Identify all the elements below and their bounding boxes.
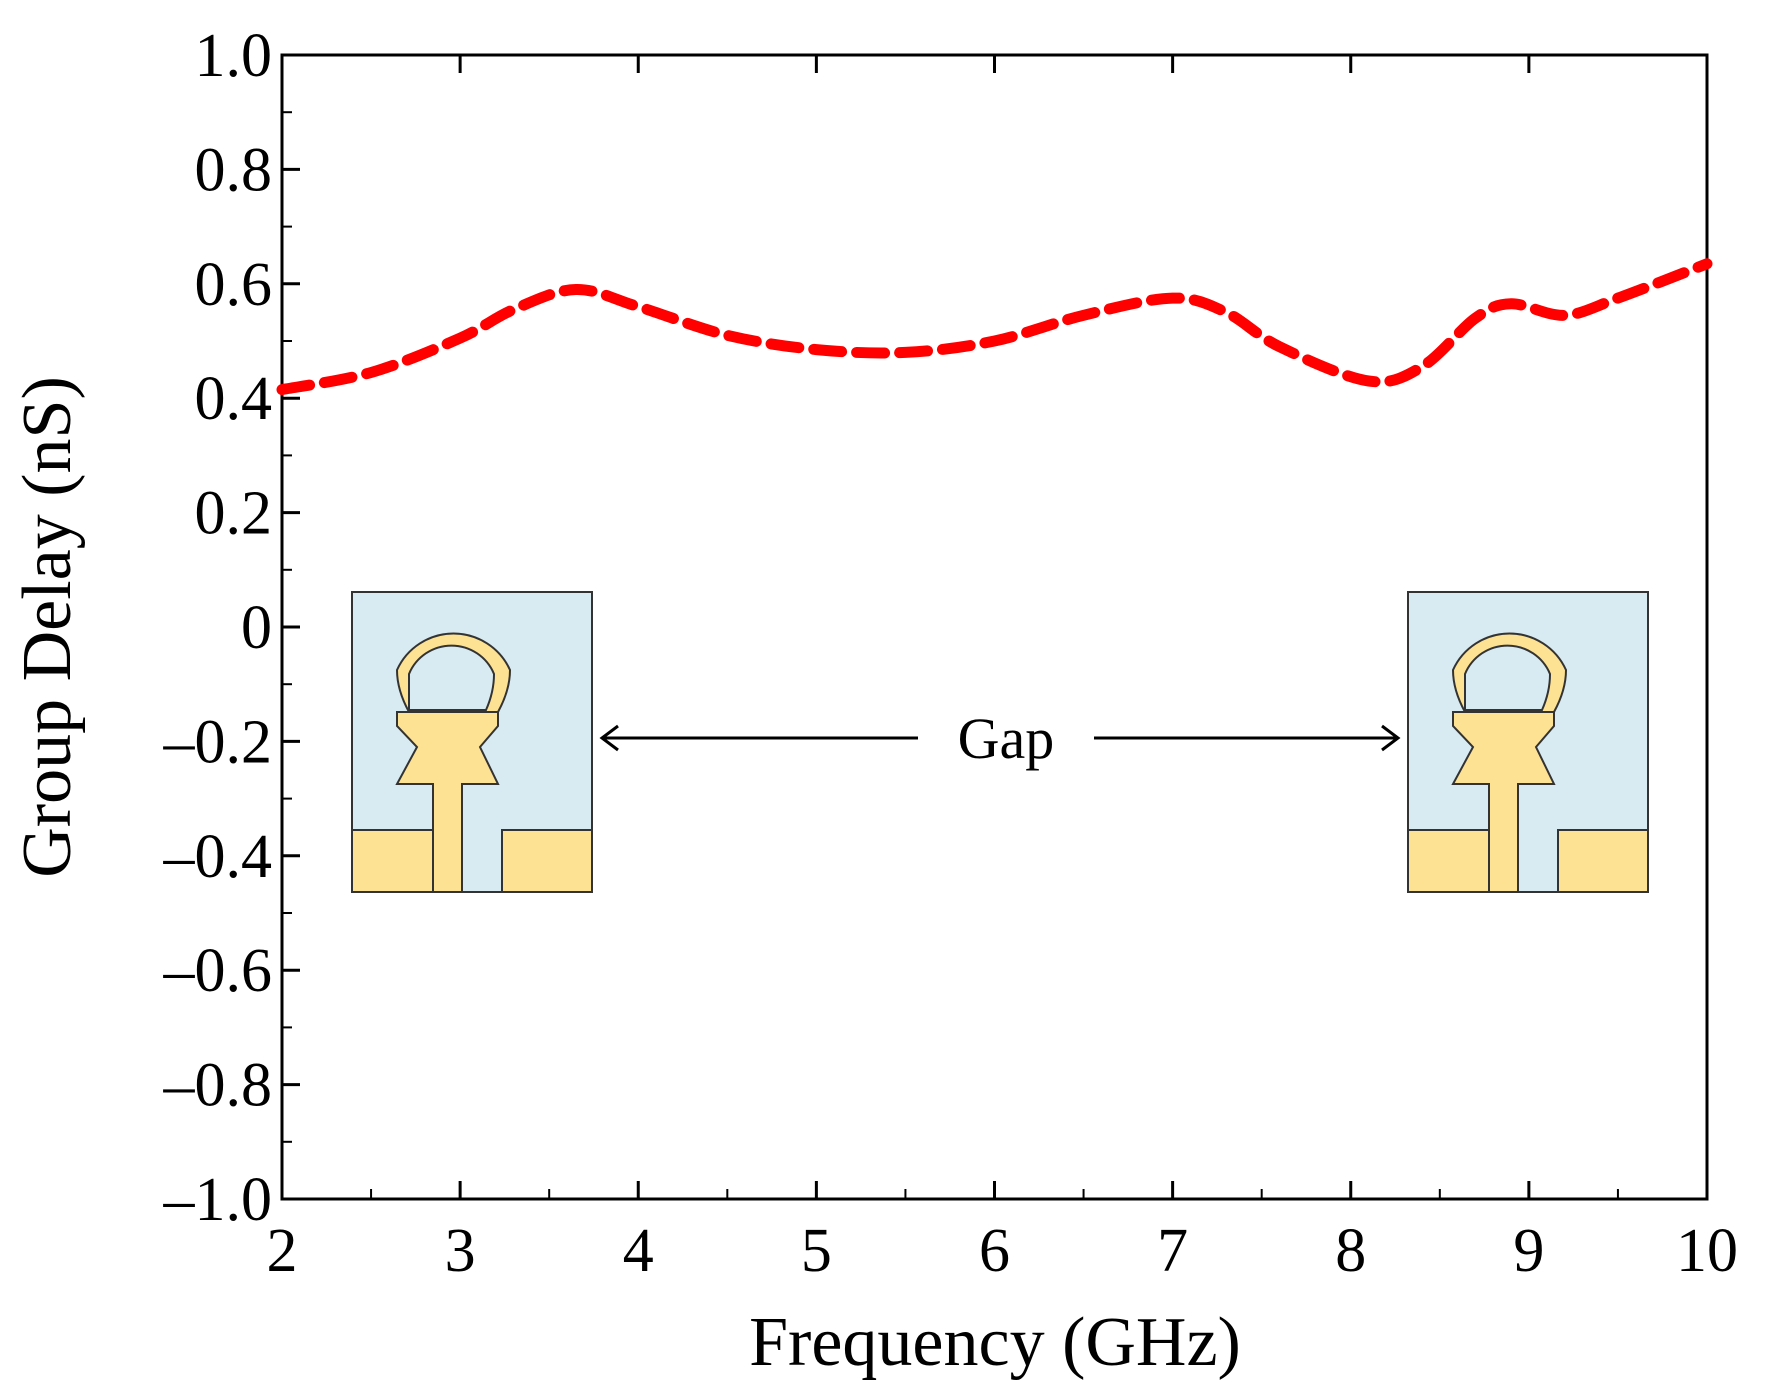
y-tick-label: 0.2 [195,480,273,548]
x-tick-label: 10 [1676,1217,1738,1285]
antenna-slot [408,644,496,711]
plot-frame [280,53,1709,1201]
y-axis-title: Group Delay (nS) [9,376,86,878]
gap-annotation: Gap [599,706,1401,771]
x-tick-label: 9 [1513,1217,1544,1285]
antenna-inset-left [351,591,593,893]
antenna-ground-right [1557,829,1649,893]
gap-label: Gap [958,706,1055,771]
antenna-ground-left [351,829,442,893]
x-axis-title: Frequency (GHz) [749,1304,1241,1381]
x-tick-label: 6 [979,1217,1010,1285]
series-line-group-delay [276,258,1713,396]
y-tick-label: 1.0 [195,22,273,90]
x-tick-label: 7 [1157,1217,1188,1285]
y-tick-label: 0.6 [195,251,273,319]
y-tick-label: –0.6 [163,937,273,1005]
y-axis-tick-labels: 1.0 0.8 0.6 0.4 0.2 0 –0.2 –0.4 –0.6 –0.8 –1.0 [163,22,273,1234]
y-tick-label: –1.0 [163,1166,273,1234]
antenna-slot [1464,644,1552,711]
y-tick-label: –0.2 [163,708,273,776]
y-tick-label: 0.4 [195,365,273,433]
x-tick-label: 3 [445,1217,476,1285]
x-tick-label: 5 [801,1217,832,1285]
gap-arrowhead-left [599,724,619,752]
antenna-ground-left [1407,829,1498,893]
antenna-inset-right [1407,591,1649,893]
antenna-ground-right [501,829,593,893]
series-layer [276,258,1713,396]
y-tick-label: 0 [241,594,272,662]
y-tick-label: –0.8 [163,1052,273,1120]
y-tick-label: 0.8 [195,136,273,204]
x-tick-label: 2 [267,1217,298,1285]
y-tick-label: –0.4 [163,823,273,891]
gap-arrowhead-right [1381,724,1401,752]
x-axis-tick-labels: 2 3 4 5 6 7 8 9 10 [267,1217,1739,1285]
x-tick-label: 8 [1335,1217,1366,1285]
x-tick-label: 4 [623,1217,654,1285]
